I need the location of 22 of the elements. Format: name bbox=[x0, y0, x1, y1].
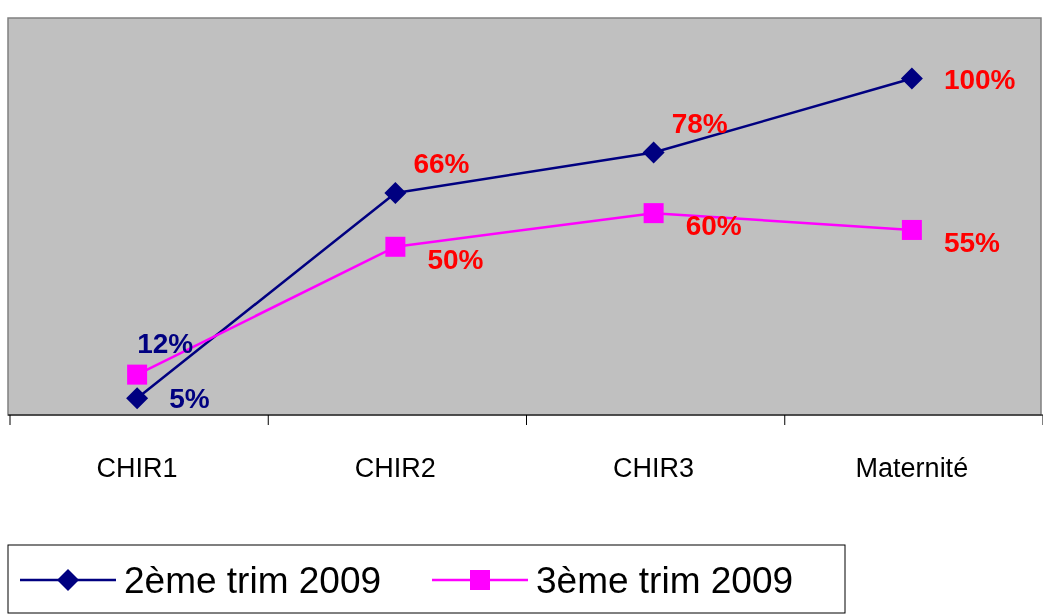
point bbox=[900, 67, 923, 90]
data-label: 5% bbox=[169, 383, 210, 415]
x-tick-label: Maternité bbox=[855, 453, 969, 483]
data-label: 60% bbox=[685, 210, 742, 242]
data-label: 50% bbox=[427, 243, 484, 275]
point bbox=[901, 219, 922, 240]
point bbox=[384, 181, 407, 204]
data-label: 66% bbox=[413, 147, 470, 179]
data-label: 55% bbox=[943, 226, 1001, 258]
point bbox=[127, 364, 148, 385]
point bbox=[126, 387, 149, 410]
point bbox=[643, 203, 664, 224]
x-tick-label: CHIR2 bbox=[354, 453, 436, 483]
legend-label: 2ème trim 2009 bbox=[124, 560, 382, 601]
point bbox=[385, 236, 406, 257]
data-label: 12% bbox=[137, 327, 194, 359]
x-tick-label: CHIR3 bbox=[613, 453, 695, 483]
data-label: 78% bbox=[671, 107, 728, 139]
legend-label: 3ème trim 2009 bbox=[536, 560, 794, 601]
point bbox=[642, 141, 665, 164]
x-tick-label: CHIR1 bbox=[96, 453, 178, 483]
data-label: 100% bbox=[943, 63, 1016, 95]
